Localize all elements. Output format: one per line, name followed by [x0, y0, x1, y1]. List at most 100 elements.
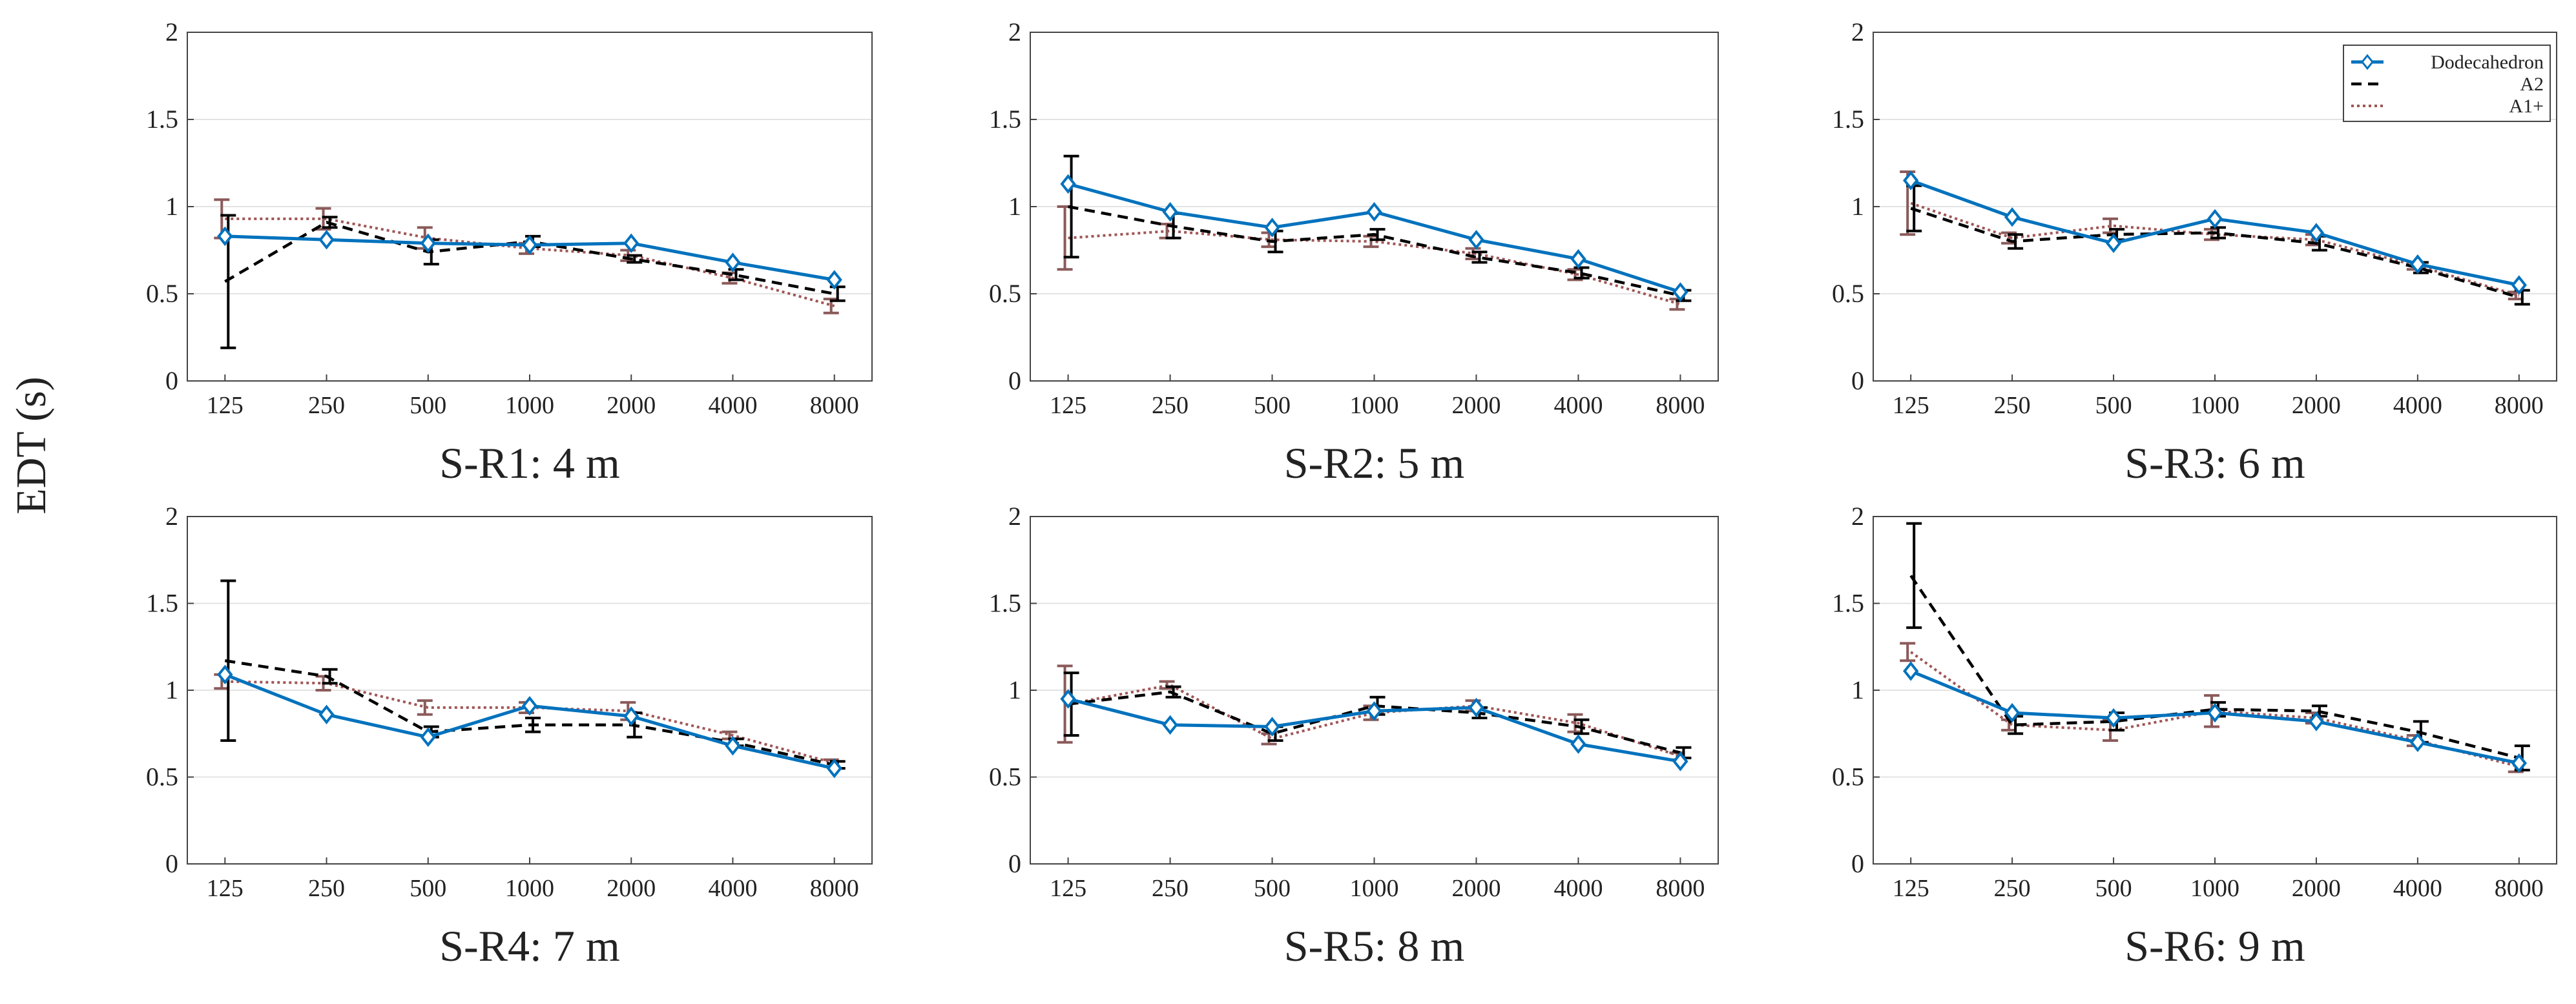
series-line-a2 — [1910, 207, 2520, 299]
data-point-marker — [2308, 223, 2325, 243]
x-tick-label: 2000 — [1451, 875, 1501, 902]
subplot-4: 0 0.5 1 1.5 2 125 250 500 1000 2000 4000 8000 S-R4: … — [146, 502, 873, 970]
data-point-marker — [2308, 712, 2325, 732]
data-point-marker — [2409, 732, 2426, 752]
y-tick-label: 1 — [165, 675, 178, 704]
y-tick-label: 1 — [1008, 675, 1021, 704]
data-point-marker — [217, 664, 233, 684]
data-point-marker — [217, 226, 233, 247]
x-tick-label: 125 — [1893, 392, 1929, 419]
data-point-marker — [318, 704, 335, 724]
y-tick-label: 0 — [165, 849, 178, 878]
x-tick-label: 8000 — [810, 875, 859, 902]
data-point-marker — [420, 727, 436, 747]
y-tick-label: 1.5 — [1832, 105, 1864, 134]
x-tick-label: 8000 — [1656, 875, 1705, 902]
y-tick-label: 1.5 — [1832, 589, 1864, 618]
x-tick-label: 4000 — [2393, 875, 2442, 902]
x-tick-label: 500 — [410, 392, 446, 419]
y-tick-label: 0 — [1851, 849, 1864, 878]
x-tick-label: 125 — [1050, 392, 1086, 419]
x-tick-label: 250 — [1152, 875, 1189, 902]
y-tick-label: 0 — [165, 366, 178, 395]
series-line-a1 — [1910, 201, 2520, 297]
y-tick-label: 0 — [1851, 366, 1864, 395]
y-tick-label: 0.5 — [1832, 763, 1864, 792]
data-point-marker — [521, 235, 538, 255]
series-a2 — [1906, 522, 2530, 772]
y-tick-label: 1.5 — [146, 105, 178, 134]
data-point-marker — [2207, 702, 2223, 723]
data-point-marker — [826, 270, 842, 290]
y-tick-label: 0 — [1008, 366, 1021, 395]
y-tick-label: 0.5 — [1832, 279, 1864, 308]
x-tick-label: 500 — [2095, 875, 2132, 902]
data-point-marker — [2511, 753, 2527, 773]
data-point-marker — [2511, 275, 2527, 295]
x-tick-label: 8000 — [2495, 392, 2544, 419]
x-tick-label: 1000 — [1350, 875, 1399, 902]
x-tick-label: 4000 — [708, 875, 757, 902]
x-tick-label: 2000 — [2292, 392, 2341, 419]
data-point-marker — [1903, 661, 1919, 681]
data-point-marker — [2004, 702, 2020, 723]
data-point-marker — [2409, 254, 2426, 274]
y-tick-label: 0 — [1008, 849, 1021, 878]
y-tick-label: 2 — [1008, 502, 1021, 531]
data-point-marker — [1060, 689, 1076, 709]
x-tick-label: 125 — [207, 392, 244, 419]
data-point-marker — [623, 233, 639, 253]
x-tick-label: 500 — [410, 875, 446, 902]
data-point-marker — [826, 758, 842, 779]
x-tick-label: 8000 — [2495, 875, 2544, 902]
data-point-marker — [2004, 207, 2020, 227]
y-tick-label: 0.5 — [146, 279, 178, 308]
y-tick-label: 1 — [1851, 675, 1864, 704]
subplot-6: 0 0.5 1 1.5 2 125 250 500 1000 2000 4000 8000 S-R6: … — [1832, 502, 2557, 970]
series-line-dodecahedron — [224, 673, 835, 770]
subplot-2: 0 0.5 1 1.5 2 125 250 500 1000 2000 4000 8000 S-R2: … — [989, 17, 1719, 487]
data-point-marker — [420, 233, 436, 253]
y-tick-label: 2 — [1851, 17, 1864, 46]
x-tick-label: 8000 — [1656, 392, 1705, 419]
data-point-marker — [1570, 249, 1586, 269]
y-tick-label: 1.5 — [989, 105, 1021, 134]
series-dodecahedron — [1060, 174, 1688, 302]
y-tick-label: 1 — [165, 192, 178, 221]
x-tick-label: 2000 — [2292, 875, 2341, 902]
y-tick-label: 0.5 — [989, 279, 1021, 308]
data-point-marker — [1903, 170, 1919, 190]
y-tick-label: 2 — [165, 502, 178, 531]
x-tick-label: 500 — [2095, 392, 2132, 419]
data-point-marker — [725, 252, 741, 272]
series-dodecahedron — [1903, 170, 2527, 295]
series-a1 — [214, 198, 839, 314]
x-tick-label: 125 — [1893, 875, 1929, 902]
series-line-a2 — [1909, 575, 2520, 760]
series-dodecahedron — [1060, 689, 1688, 772]
y-tick-label: 1 — [1008, 192, 1021, 221]
data-point-marker — [1264, 218, 1280, 238]
series-a2 — [1906, 184, 2530, 306]
y-tick-label: 2 — [1008, 17, 1021, 46]
subplot-5: 0 0.5 1 1.5 2 125 250 500 1000 2000 4000 8000 S-R5: … — [989, 502, 1719, 970]
x-tick-label: 1000 — [505, 392, 554, 419]
legend-label: A2 — [2520, 74, 2544, 95]
data-point-marker — [521, 696, 538, 716]
series-a2 — [220, 579, 846, 770]
data-point-marker — [1060, 174, 1076, 194]
x-tick-label: 1000 — [2190, 875, 2239, 902]
x-tick-label: 2000 — [1451, 392, 1501, 419]
data-point-marker — [318, 230, 335, 250]
legend-marker — [2361, 54, 2374, 70]
subplot-title: S-R3: 6 m — [2124, 438, 2305, 487]
x-tick-label: 1000 — [1350, 392, 1399, 419]
y-tick-label: 0.5 — [989, 763, 1021, 792]
y-tick-label: 2 — [1851, 502, 1864, 531]
subplot-title: S-R5: 8 m — [1284, 921, 1465, 970]
x-tick-label: 250 — [308, 392, 345, 419]
series-line-a2 — [1068, 205, 1681, 297]
y-tick-label: 1.5 — [989, 589, 1021, 618]
